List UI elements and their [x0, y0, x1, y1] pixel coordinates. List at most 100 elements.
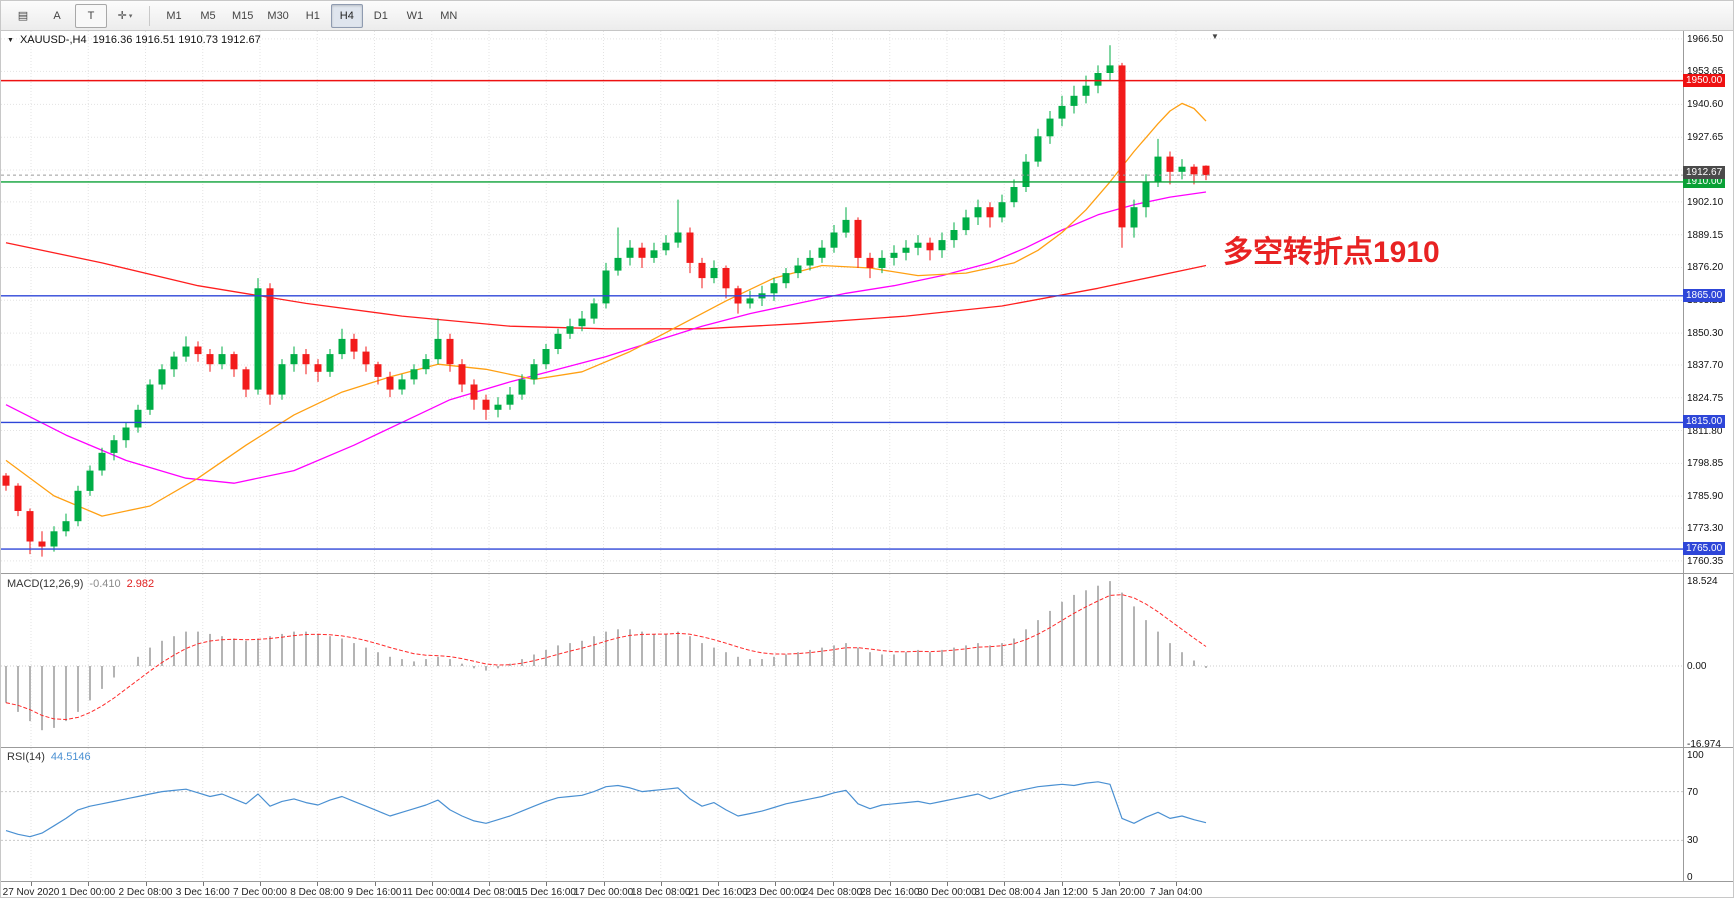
- macd-axis-label: 0.00: [1687, 661, 1707, 672]
- ma-slow-red: [5, 242, 1207, 330]
- candle-body: [1202, 165, 1210, 176]
- timeframe-button-mn[interactable]: MN: [440, 9, 458, 22]
- price-tick-label: 1940.60: [1687, 99, 1724, 111]
- time-tick-mark: [718, 882, 719, 886]
- time-tick-mark: [260, 882, 261, 886]
- panel-separator-macd[interactable]: [1, 573, 1733, 574]
- macd-axis-label: -16.974: [1687, 738, 1721, 750]
- price-tick-label: 1837.70: [1687, 359, 1724, 371]
- rsi-axis-label: 100: [1687, 750, 1704, 761]
- candle-body: [962, 217, 970, 231]
- candle-body: [1034, 136, 1042, 162]
- timeframe-button-m1[interactable]: M1: [166, 9, 182, 22]
- candle-body: [194, 346, 202, 355]
- candle-body: [1022, 161, 1030, 187]
- timeframe-button-w1[interactable]: W1: [406, 9, 424, 22]
- time-tick-mark: [202, 882, 204, 886]
- scroll-to-latest-icon[interactable]: ▼: [1211, 32, 1219, 41]
- font-tool-button[interactable]: A: [41, 4, 73, 28]
- price-tick-label: 1760.35: [1687, 555, 1724, 567]
- timeframe-button-h4[interactable]: H4: [330, 3, 363, 28]
- candle-body: [278, 364, 286, 395]
- main-chart-panel[interactable]: [1, 31, 1734, 573]
- timeframe-button-group: M1 M5 M15 M30 H1 H4 D1 W1 MN: [157, 3, 466, 28]
- price-level-tag: 1815.00: [1683, 415, 1726, 429]
- candle-body: [542, 349, 550, 365]
- rsi-axis-label: 0: [1687, 872, 1693, 883]
- candle-body: [602, 270, 610, 304]
- time-label: 18 Dec 08:00: [631, 887, 691, 898]
- candle-body: [386, 376, 394, 390]
- candle-body: [890, 252, 898, 258]
- candle-body: [1070, 95, 1078, 106]
- candle-body: [482, 399, 490, 410]
- candle-body: [62, 521, 70, 532]
- candle-body: [818, 247, 826, 258]
- candle-body: [1082, 85, 1090, 96]
- candle-body: [686, 232, 694, 263]
- time-label: 8 Dec 08:00: [290, 887, 345, 898]
- symbol-marker-icon[interactable]: ▼: [7, 36, 14, 44]
- candle-body: [782, 273, 790, 284]
- candle-body: [134, 409, 142, 428]
- candle-body: [350, 338, 358, 352]
- panel-separator-rsi[interactable]: [1, 747, 1733, 748]
- candle-body: [374, 364, 382, 377]
- candle-body: [446, 338, 454, 365]
- chart-list-icon-button[interactable]: ▤: [7, 4, 39, 28]
- timeframe-button-d1[interactable]: D1: [373, 9, 388, 22]
- macd-name: MACD(12,26,9): [7, 578, 84, 590]
- timeframe-button-m15[interactable]: M15: [232, 9, 254, 22]
- rsi-line: [5, 781, 1207, 838]
- ma-mid-magenta: [5, 191, 1207, 484]
- candle-body: [578, 318, 586, 327]
- candle-body: [98, 452, 106, 471]
- price-tick-label: 1902.10: [1687, 196, 1724, 208]
- time-axis[interactable]: 27 Nov 2020 1 Dec 00:00 2 Dec 08:00 3 Dec 1…: [1, 881, 1733, 898]
- candle-body: [86, 470, 94, 491]
- candle-body: [458, 364, 466, 385]
- candle-body: [998, 202, 1006, 218]
- candle-body: [566, 326, 574, 334]
- price-tick-label: 1889.15: [1687, 229, 1724, 241]
- current-price-tag: 1912.67: [1683, 166, 1726, 180]
- candle-body: [494, 404, 502, 410]
- time-label: 4 Jan 12:00: [1035, 887, 1088, 898]
- time-label: 31 Dec 08:00: [974, 887, 1035, 898]
- timeframe-button-h1[interactable]: H1: [305, 9, 320, 22]
- crosshair-tool-button[interactable]: ✛ ▾: [109, 4, 141, 28]
- time-label: 9 Dec 16:00: [347, 887, 402, 898]
- timeframe-button-m5[interactable]: M5: [200, 9, 216, 22]
- candle-body: [626, 247, 634, 258]
- candle-body: [1166, 156, 1174, 172]
- candle-body: [854, 219, 862, 258]
- candle-body: [1118, 65, 1126, 228]
- candle-body: [206, 354, 214, 365]
- candle-body: [770, 283, 778, 294]
- toolbar: ▤ A T ✛ ▾ M1 M5 M15 M30 H1 H4 D1 W1 MN: [1, 1, 1733, 31]
- time-tick-mark: [1004, 882, 1006, 886]
- price-tick-label: 1927.65: [1687, 132, 1724, 144]
- text-tool-button[interactable]: T: [75, 3, 107, 28]
- chart-annotation[interactable]: 多空转折点1910: [1223, 236, 1440, 269]
- rsi-name: RSI(14): [7, 751, 45, 763]
- time-tick-mark: [603, 882, 605, 886]
- candle-body: [230, 354, 238, 370]
- time-label: 3 Dec 16:00: [175, 887, 230, 898]
- macd-panel[interactable]: [1, 574, 1734, 747]
- rsi-panel[interactable]: [1, 748, 1734, 880]
- timeframe-button-m30[interactable]: M30: [267, 9, 289, 22]
- candle-body: [1130, 207, 1138, 228]
- candle-body: [242, 369, 250, 390]
- candle-body: [518, 379, 526, 395]
- time-label: 11 Dec 00:00: [402, 887, 462, 898]
- price-axis[interactable]: 1966.501953.651940.601927.651914.701902.…: [1683, 31, 1733, 883]
- candle-body: [950, 230, 958, 241]
- candle-body: [398, 379, 406, 390]
- price-level-tag: 1865.00: [1683, 288, 1726, 302]
- rsi-axis-label: 70: [1687, 786, 1699, 798]
- candle-body: [614, 257, 622, 271]
- ohlc-values: 1916.36 1916.51 1910.73 1912.67: [92, 34, 261, 46]
- time-label: 28 Dec 16:00: [860, 887, 920, 898]
